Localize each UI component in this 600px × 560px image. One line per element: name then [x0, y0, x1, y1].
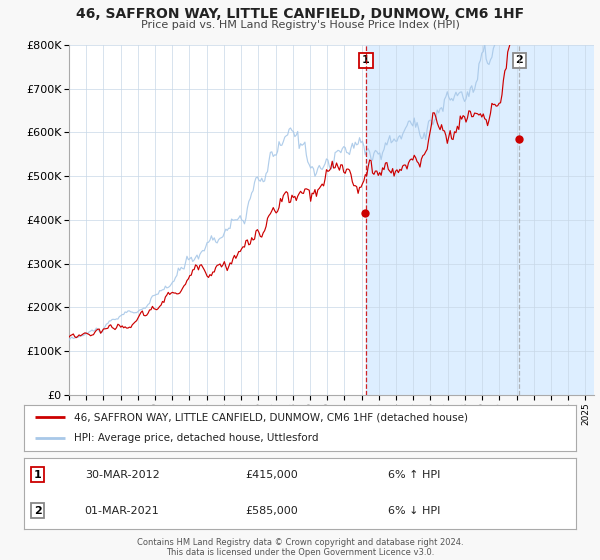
Text: 01-MAR-2021: 01-MAR-2021 — [85, 506, 160, 516]
Text: 30-MAR-2012: 30-MAR-2012 — [85, 470, 160, 480]
Text: £415,000: £415,000 — [245, 470, 298, 480]
Text: £585,000: £585,000 — [245, 506, 298, 516]
Text: 46, SAFFRON WAY, LITTLE CANFIELD, DUNMOW, CM6 1HF (detached house): 46, SAFFRON WAY, LITTLE CANFIELD, DUNMOW… — [74, 413, 467, 423]
Text: 6% ↑ HPI: 6% ↑ HPI — [388, 470, 440, 480]
Text: Contains HM Land Registry data © Crown copyright and database right 2024.: Contains HM Land Registry data © Crown c… — [137, 538, 463, 547]
Text: This data is licensed under the Open Government Licence v3.0.: This data is licensed under the Open Gov… — [166, 548, 434, 557]
Text: 2: 2 — [515, 55, 523, 66]
Text: 6% ↓ HPI: 6% ↓ HPI — [388, 506, 440, 516]
Text: 1: 1 — [362, 55, 370, 66]
Text: Price paid vs. HM Land Registry's House Price Index (HPI): Price paid vs. HM Land Registry's House … — [140, 20, 460, 30]
Text: HPI: Average price, detached house, Uttlesford: HPI: Average price, detached house, Uttl… — [74, 433, 318, 444]
Text: 1: 1 — [34, 470, 41, 480]
Bar — [366, 45, 594, 395]
Text: 46, SAFFRON WAY, LITTLE CANFIELD, DUNMOW, CM6 1HF: 46, SAFFRON WAY, LITTLE CANFIELD, DUNMOW… — [76, 7, 524, 21]
Text: 2: 2 — [34, 506, 41, 516]
